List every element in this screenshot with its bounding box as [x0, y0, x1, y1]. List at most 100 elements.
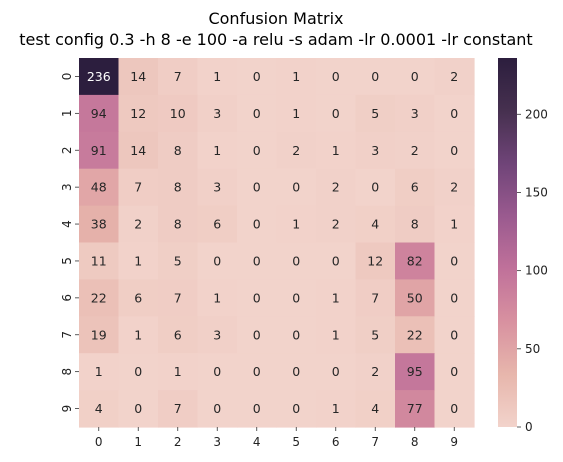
- x-tick-label: 0: [95, 435, 103, 449]
- heatmap-cell: [276, 58, 317, 96]
- heatmap-cells: 236 14 7 1 0 1 0 0 0 294 12 10 3 0 1 0 5 3 091 14 8 1 0 2 1 3 2 048…: [79, 58, 475, 428]
- colorbar-tick-label: 100: [525, 264, 548, 278]
- cell-value-label: 236: [87, 69, 111, 84]
- cell-value-label: 6: [134, 290, 142, 305]
- cell-value-label: 0: [253, 327, 261, 342]
- heatmap-cell: [237, 390, 278, 428]
- cell-value-label: 0: [253, 364, 261, 379]
- cell-value-label: 0: [332, 69, 340, 84]
- heatmap-cell: [434, 58, 475, 96]
- cell-value-label: 11: [91, 253, 107, 268]
- y-tick-label: 0: [60, 73, 74, 81]
- cell-value-label: 2: [450, 180, 458, 195]
- x-tick-label: 6: [332, 435, 340, 449]
- cell-value-label: 0: [292, 327, 300, 342]
- cell-value-label: 0: [292, 401, 300, 416]
- heatmap-cell: [158, 58, 199, 96]
- x-tick-label: 9: [450, 435, 458, 449]
- x-tick-label: 7: [371, 435, 379, 449]
- heatmap-cell: [79, 131, 120, 170]
- cell-value-label: 94: [91, 106, 107, 121]
- cell-value-label: 91: [91, 143, 107, 158]
- cell-value-label: 0: [253, 290, 261, 305]
- cell-value-label: 0: [411, 69, 419, 84]
- cell-value-label: 22: [91, 290, 107, 305]
- cell-value-label: 95: [407, 364, 423, 379]
- cell-value-label: 7: [134, 180, 142, 195]
- cell-value-label: 8: [174, 180, 182, 195]
- cell-value-label: 82: [407, 253, 423, 268]
- heatmap-cell: [395, 94, 436, 133]
- heatmap-cell: [395, 390, 436, 428]
- heatmap-cell: [197, 94, 238, 133]
- heatmap-cell: [197, 279, 238, 317]
- cell-value-label: 4: [95, 401, 103, 416]
- cell-value-label: 0: [253, 143, 261, 158]
- heatmap-cell: [434, 131, 475, 170]
- cell-value-label: 0: [450, 364, 458, 379]
- heatmap-cell: [79, 58, 120, 96]
- colorbar-tick-label: 50: [525, 342, 540, 356]
- heatmap-cell: [197, 316, 238, 354]
- colorbar: 0 50 100 150 200: [498, 58, 548, 434]
- heatmap-cell: [395, 316, 436, 354]
- heatmap-cell: [79, 353, 120, 391]
- cell-value-label: 1: [292, 69, 300, 84]
- cell-value-label: 0: [292, 364, 300, 379]
- x-tick-label: 5: [292, 435, 300, 449]
- cell-value-label: 0: [450, 253, 458, 268]
- heatmap-cell: [79, 168, 120, 207]
- cell-value-label: 1: [134, 253, 142, 268]
- colorbar-tick-label: 150: [525, 185, 548, 199]
- heatmap-cell: [276, 168, 317, 207]
- cell-value-label: 2: [450, 69, 458, 84]
- x-axis: 0 1 2 3 4 5 6 7 8 9: [95, 427, 458, 449]
- cell-value-label: 2: [371, 364, 379, 379]
- cell-value-label: 0: [253, 69, 261, 84]
- heatmap-cell: [118, 131, 159, 170]
- cell-value-label: 4: [371, 401, 379, 416]
- heatmap-cell: [118, 205, 159, 244]
- heatmap-cell: [316, 279, 357, 317]
- heatmap-cell: [237, 131, 278, 170]
- cell-value-label: 1: [332, 401, 340, 416]
- heatmap-cell: [118, 58, 159, 96]
- cell-value-label: 8: [411, 217, 419, 232]
- y-axis: 0 1 2 3 4 5 6 7 8 9: [60, 73, 79, 412]
- cell-value-label: 1: [450, 217, 458, 232]
- heatmap-cell: [434, 168, 475, 207]
- cell-value-label: 6: [411, 180, 419, 195]
- cell-value-label: 0: [371, 180, 379, 195]
- cell-value-label: 0: [213, 253, 221, 268]
- cell-value-label: 2: [292, 143, 300, 158]
- cell-value-label: 0: [134, 364, 142, 379]
- heatmap-cell: [276, 242, 317, 280]
- heatmap-cell: [118, 168, 159, 207]
- x-tick-label: 2: [174, 435, 182, 449]
- x-tick-label: 8: [411, 435, 419, 449]
- x-tick-label: 4: [253, 435, 261, 449]
- y-tick-label: 7: [60, 331, 74, 339]
- heatmap-cell: [276, 279, 317, 317]
- y-tick-label: 8: [60, 368, 74, 376]
- cell-value-label: 1: [332, 290, 340, 305]
- heatmap-cell: [395, 353, 436, 391]
- heatmap-cell: [276, 205, 317, 244]
- heatmap-cell: [118, 353, 159, 391]
- heatmap-cell: [276, 353, 317, 391]
- cell-value-label: 0: [371, 69, 379, 84]
- heatmap-cell: [434, 279, 475, 317]
- cell-value-label: 1: [213, 143, 221, 158]
- heatmap-cell: [355, 279, 396, 317]
- heatmap-cell: [237, 316, 278, 354]
- cell-value-label: 0: [213, 364, 221, 379]
- heatmap-cell: [237, 205, 278, 244]
- heatmap-cell: [316, 242, 357, 280]
- heatmap-cell: [355, 168, 396, 207]
- heatmap-cell: [118, 94, 159, 133]
- heatmap-cell: [197, 205, 238, 244]
- heatmap-cell: [79, 390, 120, 428]
- heatmap-cell: [79, 242, 120, 280]
- heatmap-cell: [316, 58, 357, 96]
